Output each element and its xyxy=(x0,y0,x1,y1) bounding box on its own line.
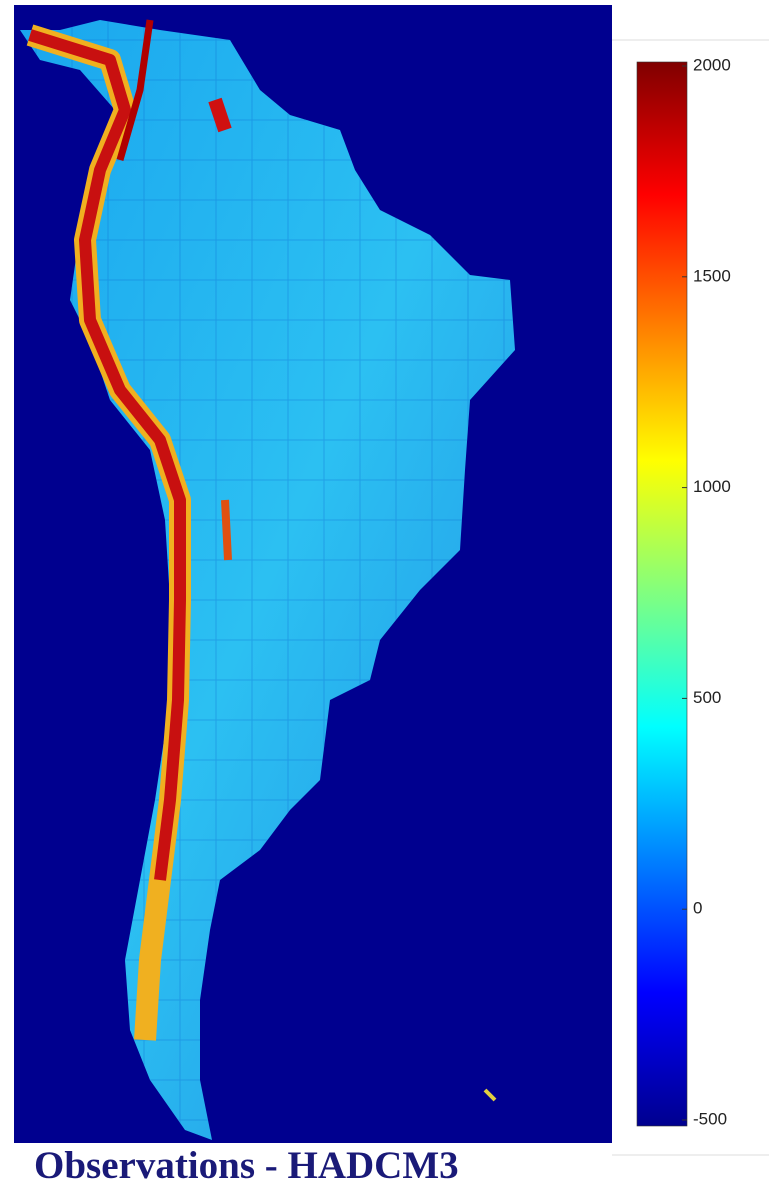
colorbar-tick-label: 0 xyxy=(693,899,702,918)
colorbar-tick-label: 500 xyxy=(693,688,721,707)
colorbar: -500 0 500 1000 1500 2000 xyxy=(636,55,731,1128)
colorbar-tick-label: -500 xyxy=(693,1109,727,1128)
colorbar-ramp xyxy=(636,61,688,1127)
caption: Observations - HADCM3 xyxy=(34,1144,459,1183)
colorbar-tick-label: 1500 xyxy=(693,266,731,285)
colorbar-tick-label: 2000 xyxy=(693,55,731,74)
continent xyxy=(20,19,515,1140)
colorbar-tick-label: 1000 xyxy=(693,477,731,496)
